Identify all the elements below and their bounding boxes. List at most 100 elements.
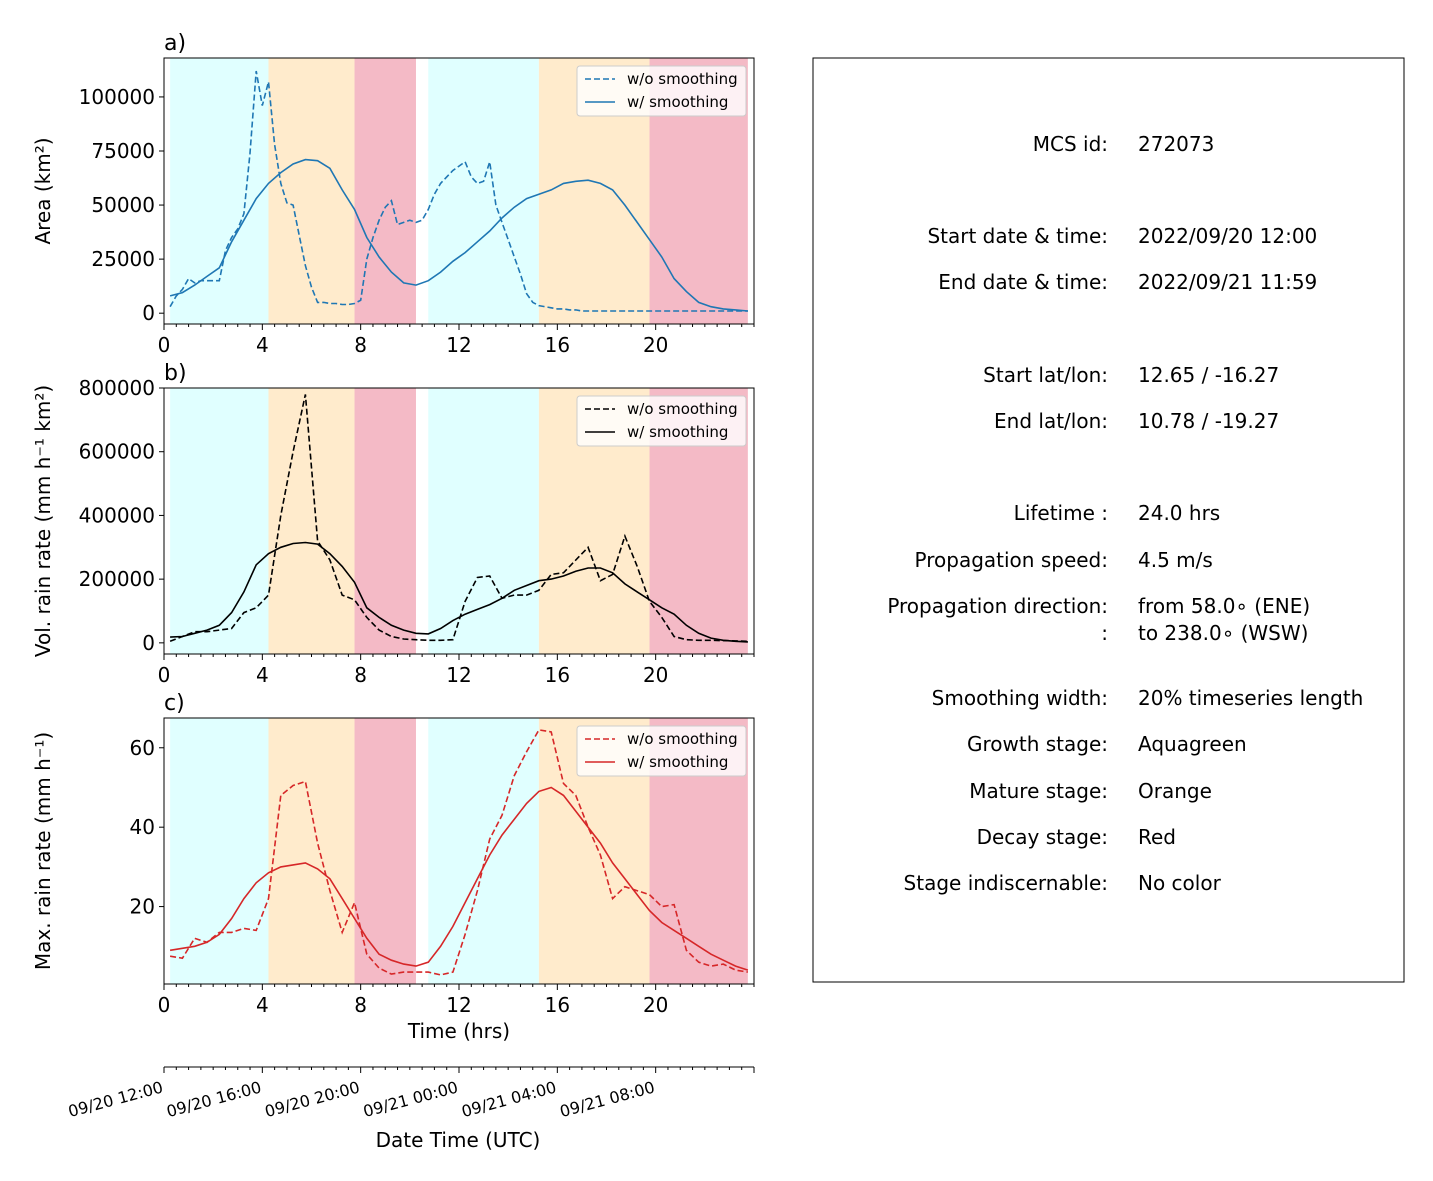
direction-value-from: from 58.0∘ (ENE)	[1138, 594, 1310, 618]
x-tick-label: 12	[446, 333, 471, 357]
x-tick-label: 8	[354, 663, 367, 687]
y-tick-label: 0	[142, 301, 155, 325]
direction-label: Propagation direction:	[887, 594, 1108, 618]
info-panel: MCS id: 272073 Start date & time: 2022/0…	[812, 57, 1405, 983]
x-tick-label: 0	[158, 993, 171, 1017]
stage-band-decay	[354, 388, 416, 654]
lifetime-label: Lifetime :	[1014, 501, 1108, 525]
x-tick-label: 12	[446, 993, 471, 1017]
growth-stage-value: Aquagreen	[1138, 732, 1247, 756]
y-tick-label: 40	[130, 815, 155, 839]
x-tick-label: 4	[256, 663, 269, 687]
series-line-raw	[169, 394, 748, 643]
info-box	[812, 57, 1405, 983]
indiscernable-label: Stage indiscernable:	[904, 871, 1108, 895]
legend-box	[576, 395, 747, 447]
date-tick-label: 09/20 12:00	[66, 1078, 165, 1122]
y-tick-label: 200000	[79, 567, 155, 591]
legend-label: w/ smoothing	[627, 423, 728, 441]
stage-band-growth	[170, 718, 269, 984]
stage-band-mature	[268, 718, 355, 984]
panel-label: b)	[164, 361, 187, 386]
y-axis-label: Area (km²)	[31, 137, 55, 244]
end-latlon-label: End lat/lon:	[994, 409, 1108, 433]
y-tick-label: 75000	[91, 139, 155, 163]
growth-stage-label: Growth stage:	[967, 732, 1108, 756]
x-tick-label: 16	[545, 333, 570, 357]
legend-box	[576, 65, 747, 117]
x-tick-label: 4	[256, 993, 269, 1017]
lifetime-value: 24.0 hrs	[1138, 501, 1220, 525]
x-tick-label: 16	[545, 993, 570, 1017]
start-latlon-value: 12.65 / -16.27	[1138, 363, 1279, 387]
x-axis-label: Time (hrs)	[407, 1019, 510, 1043]
start-time-label: Start date & time:	[927, 224, 1108, 248]
legend-label: w/o smoothing	[627, 400, 738, 418]
legend: w/o smoothing w/ smoothing	[576, 395, 747, 447]
stage-band-growth	[428, 718, 539, 984]
stage-band-growth	[170, 388, 269, 654]
series-line-smoothed	[170, 541, 748, 643]
start-time-value: 2022/09/20 12:00	[1138, 224, 1317, 248]
mcs-id-label: MCS id:	[1033, 132, 1108, 156]
y-tick-label: 25000	[91, 247, 155, 271]
end-latlon-value: 10.78 / -19.27	[1138, 409, 1279, 433]
date-tick-label: 09/21 08:00	[558, 1078, 657, 1122]
panel-3: 20 40 60 0 4 8 12 16 20 c) Max. rain rate (mm h⁻¹)…	[31, 691, 755, 1043]
y-tick-label: 600000	[79, 440, 155, 464]
direction-label-2: :	[1101, 621, 1108, 645]
y-axis-label: Vol. rain rate (mm h⁻¹ km²)	[31, 385, 55, 657]
x-tick-label: 12	[446, 663, 471, 687]
date-axis-label: Date Time (UTC)	[376, 1128, 541, 1152]
x-tick-label: 20	[643, 663, 668, 687]
legend-label: w/ smoothing	[627, 93, 728, 111]
speed-value: 4.5 m/s	[1138, 548, 1213, 572]
y-tick-label: 50000	[91, 193, 155, 217]
y-tick-label: 400000	[79, 503, 155, 527]
legend-label: w/o smoothing	[627, 730, 738, 748]
panel-2: 0 200000 400000 600000 800000 0 4 8 12 16 20 b) Vol.…	[31, 361, 755, 687]
end-time-value: 2022/09/21 11:59	[1138, 270, 1317, 294]
start-latlon-label: Start lat/lon:	[983, 363, 1108, 387]
series-line-smoothed	[169, 158, 748, 312]
legend-label: w/o smoothing	[627, 70, 738, 88]
smoothing-value: 20% timeseries length	[1138, 686, 1363, 710]
legend-label: w/ smoothing	[627, 753, 728, 771]
direction-value-to: to 238.0∘ (WSW)	[1138, 621, 1308, 645]
legend: w/o smoothing w/ smoothing	[576, 65, 747, 117]
mcs-id-value: 272073	[1138, 132, 1214, 156]
legend-box	[576, 725, 747, 777]
indiscernable-value: No color	[1138, 871, 1222, 895]
panel-1: 0 25000 50000 75000 100000 0 4 8 12 16 20 a) Area (k…	[31, 31, 755, 357]
panel-label: a)	[164, 31, 186, 56]
speed-label: Propagation speed:	[915, 548, 1108, 572]
y-tick-label: 60	[130, 736, 155, 760]
decay-stage-label: Decay stage:	[977, 825, 1108, 849]
y-tick-label: 800000	[79, 376, 155, 400]
stage-band-decay	[354, 58, 416, 324]
x-tick-label: 4	[256, 333, 269, 357]
mature-stage-value: Orange	[1138, 779, 1212, 803]
stage-band-decay	[354, 718, 416, 984]
date-tick-label: 09/20 20:00	[263, 1078, 362, 1122]
x-tick-label: 8	[354, 333, 367, 357]
y-tick-label: 100000	[79, 85, 155, 109]
date-tick-label: 09/20 16:00	[164, 1078, 263, 1122]
y-axis-label: Max. rain rate (mm h⁻¹)	[31, 732, 55, 970]
decay-stage-value: Red	[1138, 825, 1176, 849]
series-line-smoothed	[169, 786, 749, 971]
x-tick-label: 8	[354, 993, 367, 1017]
stage-band-mature	[268, 388, 355, 654]
stage-band-growth	[428, 58, 539, 324]
panel-label: c)	[164, 691, 185, 716]
x-tick-label: 20	[643, 333, 668, 357]
legend: w/o smoothing w/ smoothing	[576, 725, 747, 777]
stage-band-growth	[428, 388, 539, 654]
x-tick-label: 20	[643, 993, 668, 1017]
series-line-raw	[169, 729, 749, 976]
y-tick-label: 20	[130, 895, 155, 919]
series-line-raw	[169, 70, 748, 312]
end-time-label: End date & time:	[938, 270, 1108, 294]
y-tick-label: 0	[142, 631, 155, 655]
